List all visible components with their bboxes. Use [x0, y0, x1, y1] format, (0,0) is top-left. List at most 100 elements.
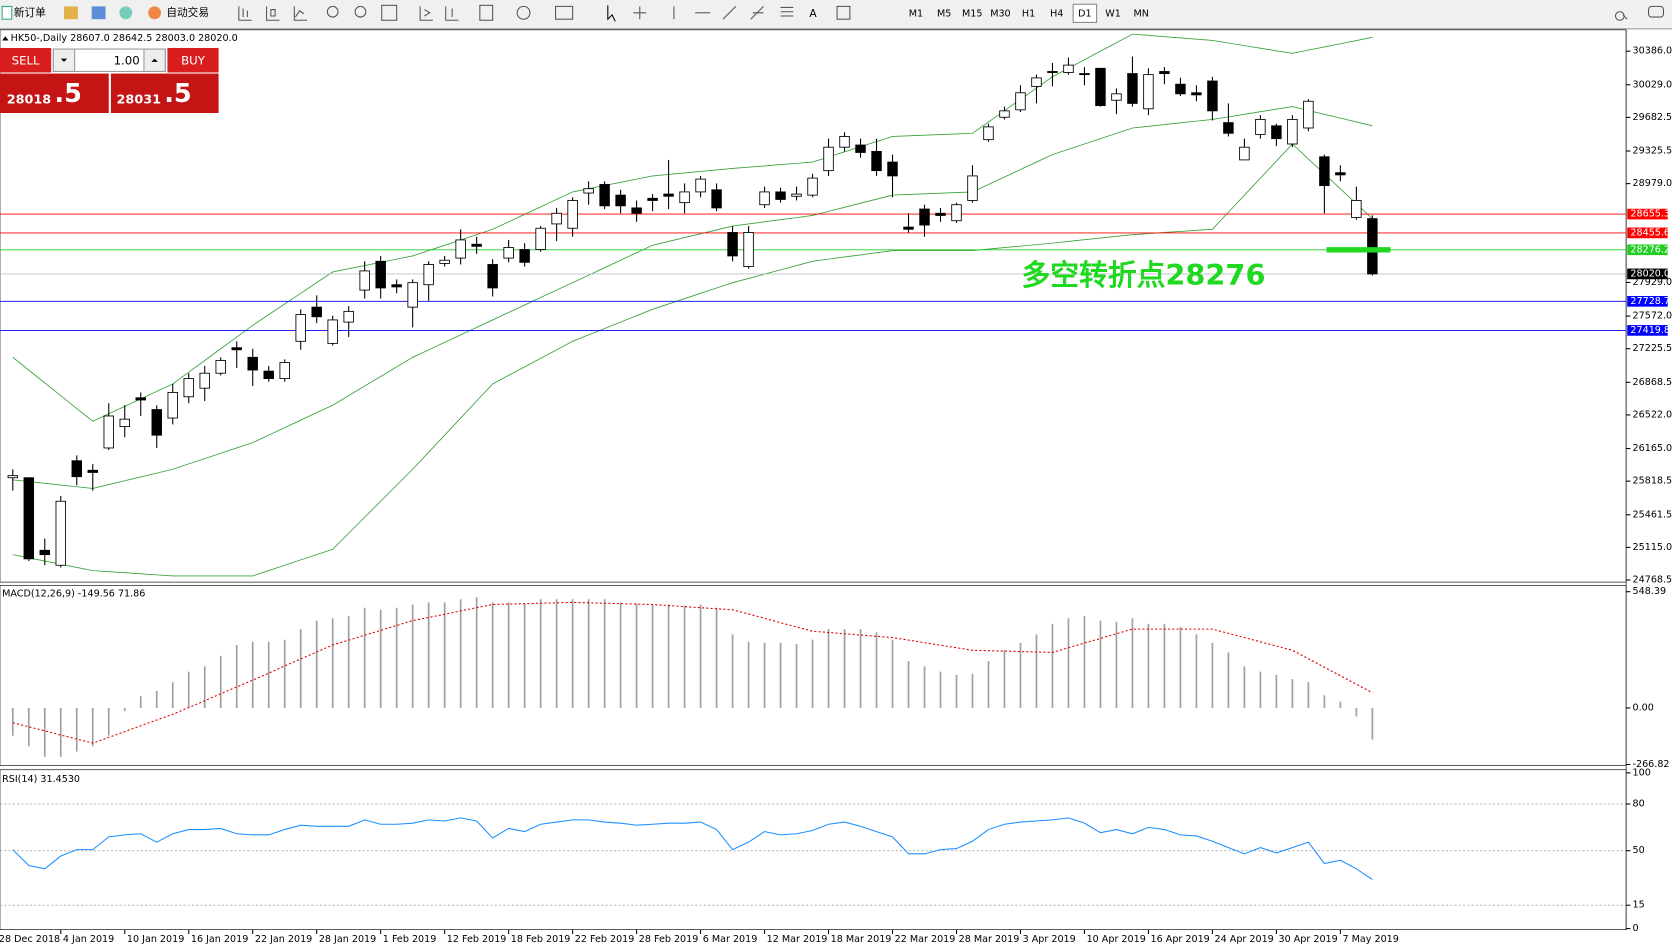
y-tick-label: 26522.0	[1633, 409, 1672, 420]
icon[interactable]	[238, 6, 252, 21]
candle-body	[775, 191, 786, 200]
macd-chart	[11, 597, 1374, 757]
x-tick-label: 22 Feb 2019	[575, 934, 635, 945]
candle-body	[215, 360, 226, 374]
timeframe-button[interactable]: M15	[962, 8, 982, 19]
candle-body	[71, 460, 83, 478]
price-label-bg	[1627, 268, 1668, 280]
icon[interactable]	[63, 6, 78, 20]
bollinger-lower	[12, 143, 1373, 577]
candle-body	[327, 319, 338, 344]
auto-trading-label[interactable]: 自动交易	[166, 6, 209, 19]
icon[interactable]	[445, 6, 459, 21]
timeframe-button[interactable]: H1	[1022, 8, 1035, 19]
chat-icon[interactable]	[1648, 5, 1665, 18]
price-chart: 多空转折点28276	[0, 33, 1627, 577]
price-label: 27419.8	[1630, 325, 1670, 336]
icon[interactable]	[633, 6, 647, 20]
price-label: 28276.2	[1630, 244, 1670, 255]
candle-body	[807, 177, 818, 196]
ask-box[interactable]	[110, 73, 219, 114]
y-tick-label: 80	[1633, 799, 1645, 810]
new-order-button[interactable]: 新订单	[1, 5, 46, 20]
timeframe-button[interactable]: M1	[909, 8, 923, 19]
icon[interactable]	[780, 6, 794, 17]
icon	[151, 58, 158, 62]
icon[interactable]	[293, 6, 308, 21]
sell-button[interactable]	[0, 47, 52, 73]
candle-body	[39, 549, 51, 556]
icon[interactable]	[836, 5, 851, 20]
candle-body	[375, 260, 386, 289]
timeframe-button[interactable]: MN	[1133, 8, 1148, 19]
candle-body	[1111, 93, 1122, 101]
icon[interactable]	[555, 5, 574, 20]
y-tick-label: 25461.5	[1633, 509, 1672, 520]
icon[interactable]: A	[809, 7, 817, 20]
icon	[1, 5, 13, 20]
tool-icons	[238, 4, 1665, 22]
icon[interactable]	[326, 5, 339, 18]
x-tick-label: 4 Jan 2019	[63, 934, 114, 945]
icon[interactable]	[381, 4, 398, 21]
timeframe-button[interactable]: M30	[990, 8, 1010, 19]
timeframe-button[interactable]: M5	[937, 8, 951, 19]
icon[interactable]	[354, 5, 367, 18]
x-tick-label: 16 Apr 2019	[1151, 934, 1210, 945]
timeframe-button[interactable]: H4	[1050, 8, 1063, 19]
new-order-label[interactable]: 新订单	[14, 6, 46, 19]
x-tick-label: 7 May 2019	[1343, 934, 1399, 945]
trade-panel: SELL 1.00 BUY 28018 .5 28031 .5	[0, 47, 219, 114]
icon[interactable]	[722, 6, 737, 20]
candle-body	[295, 314, 306, 342]
candle-body	[391, 284, 402, 288]
timeframe-button[interactable]: W1	[1105, 8, 1121, 19]
buy-label[interactable]: BUY	[181, 53, 206, 67]
icon[interactable]	[516, 5, 531, 20]
bid-fraction[interactable]: .5	[54, 79, 82, 109]
sell-label[interactable]: SELL	[12, 53, 40, 67]
y-tick-label: 25818.5	[1633, 476, 1672, 487]
candle-body	[1351, 200, 1362, 218]
icon[interactable]	[419, 6, 433, 21]
candle-body	[23, 477, 35, 560]
price-label-bg	[1627, 208, 1668, 220]
candle-body	[999, 110, 1010, 118]
candle-body	[119, 418, 130, 428]
icon[interactable]	[266, 6, 280, 21]
icon[interactable]	[119, 6, 133, 20]
candle-body	[167, 391, 178, 419]
icon[interactable]	[479, 4, 494, 21]
bollinger-middle	[12, 106, 1373, 489]
candle-body	[823, 146, 834, 172]
y-tick-label: 26868.5	[1633, 377, 1672, 388]
volume-value[interactable]: 1.00	[114, 53, 140, 67]
search-icon[interactable]	[1615, 11, 1628, 21]
y-tick-label: -266.82	[1633, 759, 1670, 770]
candle-body	[1031, 77, 1042, 87]
candle-body	[887, 161, 898, 177]
timeframe-button[interactable]: D1	[1078, 8, 1091, 19]
candle-body	[791, 193, 802, 197]
auto-trading-button[interactable]: 自动交易	[148, 6, 209, 20]
buy-button[interactable]	[167, 47, 219, 73]
icon[interactable]	[91, 6, 106, 20]
bid-box[interactable]	[0, 73, 109, 114]
candle-body	[983, 126, 994, 141]
bid-price[interactable]: 28018	[7, 93, 52, 108]
candle-body	[631, 207, 642, 214]
x-tick-label: 28 Feb 2019	[639, 934, 699, 945]
ask-fraction[interactable]: .5	[164, 79, 192, 109]
icon[interactable]	[750, 6, 764, 20]
candle-body	[103, 415, 114, 449]
candle-body	[1367, 218, 1378, 275]
candle-body	[919, 208, 930, 226]
rsi-panel	[0, 769, 1627, 930]
icon[interactable]	[607, 5, 616, 22]
ask-price[interactable]: 28031	[117, 93, 162, 108]
candle-body	[743, 232, 754, 267]
x-tick-label: 22 Mar 2019	[895, 934, 956, 945]
price-label-bg	[1627, 295, 1668, 307]
candle-body	[839, 136, 850, 148]
price-label-bg	[1627, 244, 1668, 256]
